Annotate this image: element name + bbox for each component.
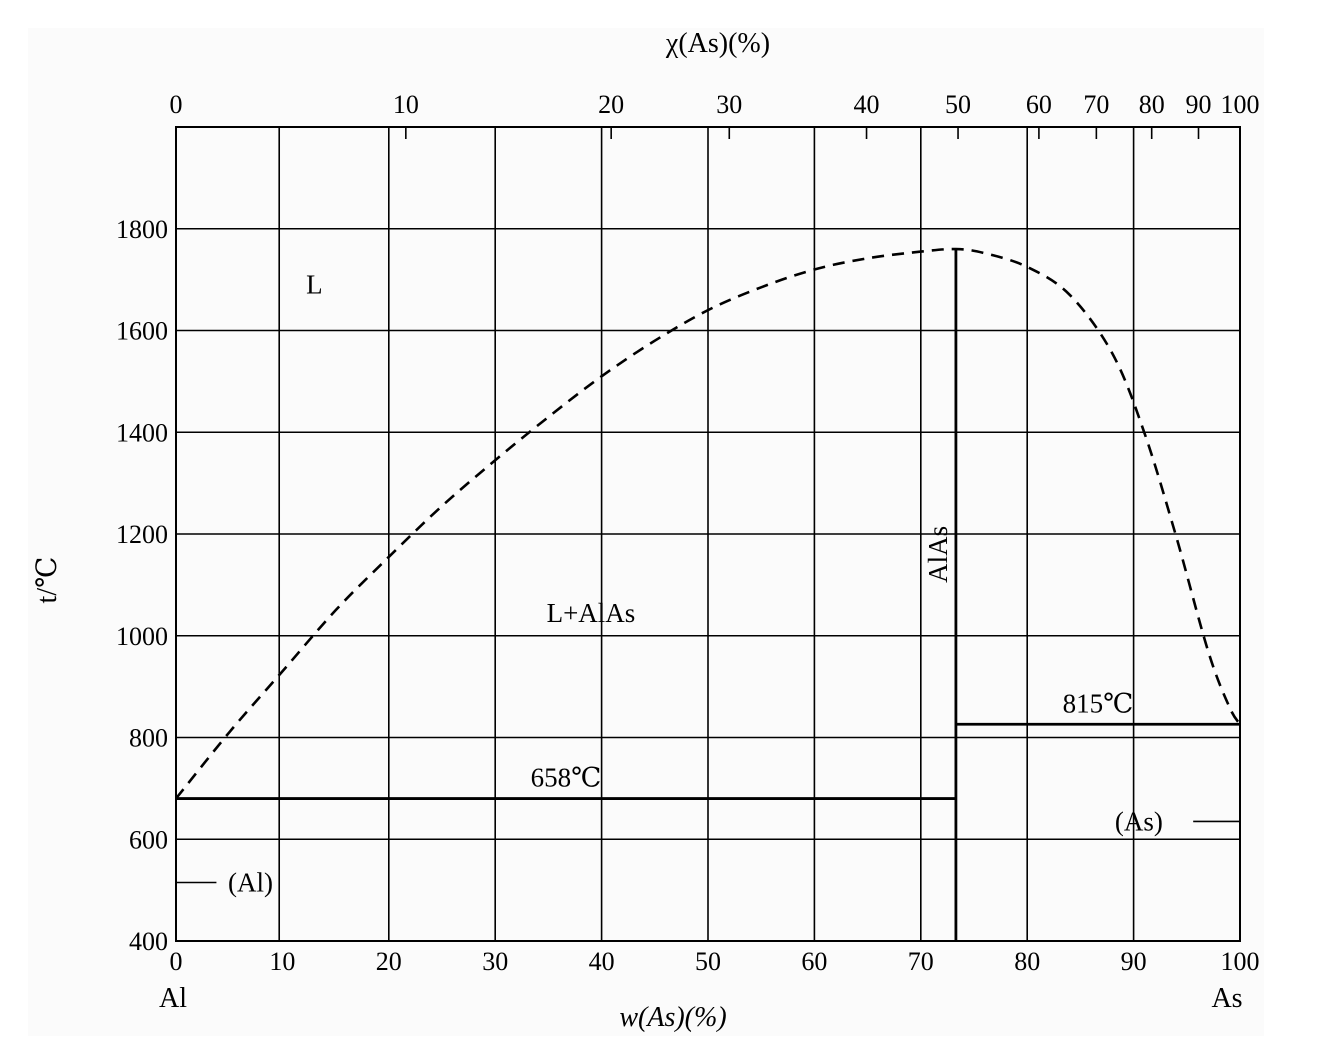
top-tick-label: 40	[854, 90, 880, 119]
x-tick-label: 40	[589, 947, 615, 976]
y-tick-label: 600	[129, 825, 168, 854]
x-tick-label: 100	[1221, 947, 1260, 976]
top-axis-title: χ(As)(%)	[665, 28, 770, 59]
x-tick-label: 0	[170, 947, 183, 976]
end-label-right: As	[1211, 983, 1242, 1014]
top-tick-label: 60	[1026, 90, 1052, 119]
top-tick-label: 0	[170, 90, 183, 119]
liquidus-curve	[174, 247, 1242, 800]
x-tick-label: 10	[269, 947, 295, 976]
compound-label: AlAs	[923, 526, 953, 583]
x-tick-label: 30	[482, 947, 508, 976]
top-tick-label: 30	[716, 90, 742, 119]
top-tick-label: 10	[393, 90, 419, 119]
region-label: (As)	[1115, 806, 1163, 836]
text-layer: χ(As)(%) w(As)(%) t/℃ Al As 0 10 20 30 40 50 6…	[32, 28, 1260, 1033]
region-label: L+AlAs	[547, 598, 636, 628]
y-tick-label: 1600	[116, 317, 168, 346]
y-tick-label: 1400	[116, 418, 168, 447]
top-tick-label: 70	[1083, 90, 1109, 119]
x-tick-label: 70	[908, 947, 934, 976]
top-tick-label: 100	[1221, 90, 1260, 119]
top-tick-label: 90	[1186, 90, 1212, 119]
x-tick-label: 80	[1014, 947, 1040, 976]
x-tick-label: 60	[801, 947, 827, 976]
chart-background	[28, 28, 1264, 1036]
y-axis-title: t/℃	[32, 557, 63, 604]
top-tick-label: 20	[598, 90, 624, 119]
y-tick-label: 1200	[116, 520, 168, 549]
y-tick-label: 800	[129, 724, 168, 753]
x-tick-label: 20	[376, 947, 402, 976]
curve-layer	[174, 247, 1242, 941]
region-label: L	[306, 270, 323, 300]
y-tick-label: 400	[129, 927, 168, 956]
isotherm-label: 815℃	[1063, 688, 1134, 718]
region-label: (Al)	[228, 867, 273, 897]
y-tick-label: 1800	[116, 215, 168, 244]
grid-layer	[175, 126, 1241, 942]
top-tick-label: 50	[945, 90, 971, 119]
y-tick-label: 1000	[116, 622, 168, 651]
end-label-left: Al	[159, 983, 187, 1014]
x-tick-label: 50	[695, 947, 721, 976]
isotherm-label: 658℃	[531, 763, 602, 793]
x-tick-label: 90	[1121, 947, 1147, 976]
top-tick-label: 80	[1139, 90, 1165, 119]
x-axis-title: w(As)(%)	[619, 1002, 726, 1033]
